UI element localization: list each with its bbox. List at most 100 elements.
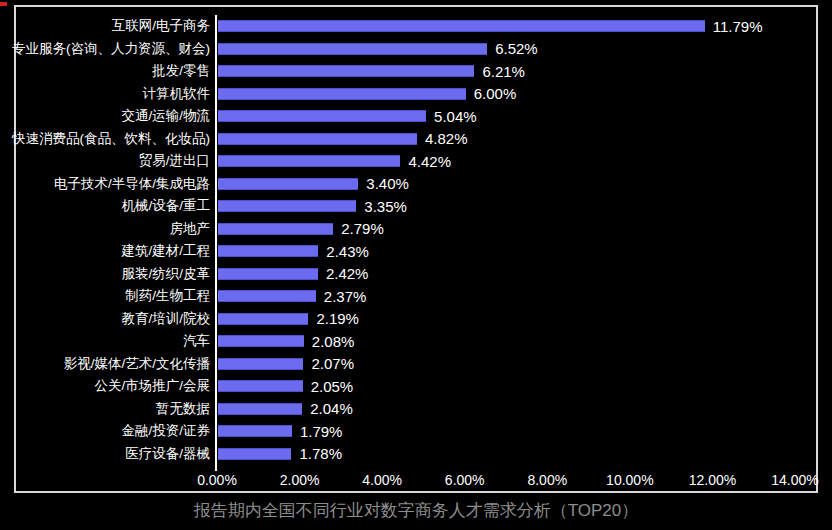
- value-label: 2.08%: [312, 333, 355, 350]
- category-label: 教育/培训/院校: [16, 310, 215, 328]
- bar: [218, 110, 426, 122]
- x-tick-label: 6.00%: [445, 472, 485, 488]
- bar: [218, 65, 474, 77]
- category-label: 批发/零售: [16, 62, 215, 80]
- bar: [218, 268, 318, 280]
- category-label-text: 金融/投资/证券: [121, 422, 210, 440]
- chart-row: 暂无数据2.04%: [16, 398, 816, 421]
- bar-track: 2.04%: [218, 403, 796, 415]
- value-label: 1.79%: [300, 423, 343, 440]
- bar: [218, 133, 417, 145]
- value-label: 4.82%: [425, 130, 468, 147]
- bar-track: 2.05%: [218, 380, 796, 392]
- x-tick-label: 0.00%: [197, 472, 237, 488]
- x-tick-label: 10.00%: [606, 472, 653, 488]
- bar: [218, 448, 291, 460]
- bar-track: 2.79%: [218, 223, 796, 235]
- category-label: 服装/纺织/皮革: [16, 265, 215, 283]
- category-label: 互联网/电子商务: [16, 17, 215, 35]
- category-label-text: 服装/纺织/皮革: [121, 265, 210, 283]
- bar-track: 2.42%: [218, 268, 796, 280]
- bar: [218, 335, 304, 347]
- value-label: 2.79%: [341, 220, 384, 237]
- value-label: 2.05%: [311, 378, 354, 395]
- corner-red-mark: [0, 2, 7, 6]
- category-label-text: 房地产: [170, 220, 211, 238]
- x-tick-label: 12.00%: [689, 472, 736, 488]
- category-label: 机械/设备/重工: [16, 197, 215, 215]
- category-label: 计算机软件: [16, 85, 215, 103]
- category-label: 贸易/进出口: [16, 152, 215, 170]
- category-label-text: 教育/培训/院校: [121, 310, 210, 328]
- category-label-text: 电子技术/半导体/集成电路: [54, 175, 210, 193]
- value-label: 4.42%: [408, 153, 451, 170]
- x-axis: 0.00%2.00%4.00%6.00%8.00%10.00%12.00%14.…: [217, 472, 795, 490]
- chart-row: 快速消费品(食品、饮料、化妆品) 4.82%: [16, 128, 816, 151]
- category-label: 快速消费品(食品、饮料、化妆品): [16, 130, 215, 148]
- category-label: 房地产: [16, 220, 215, 238]
- chart-row: 贸易/进出口 4.42%: [16, 150, 816, 173]
- category-label-text: 汽车: [183, 332, 210, 350]
- bar-track: 2.08%: [218, 335, 796, 347]
- chart-row: 电子技术/半导体/集成电路 3.40%: [16, 173, 816, 196]
- category-label: 汽车: [16, 332, 215, 350]
- chart-title: 报告期内全国不同行业对数字商务人才需求分析（TOP20）: [0, 499, 832, 522]
- value-label: 2.07%: [311, 355, 354, 372]
- category-label-text: 机械/设备/重工: [121, 197, 210, 215]
- x-tick-label: 4.00%: [362, 472, 402, 488]
- bar: [218, 358, 303, 370]
- bar: [218, 88, 466, 100]
- category-label-text: 公关/市场推广/会展: [94, 377, 210, 395]
- chart-row: 批发/零售6.21%: [16, 60, 816, 83]
- chart-row: 医疗设备/器械 1.78%: [16, 443, 816, 466]
- value-label: 6.52%: [495, 40, 538, 57]
- chart-row: 机械/设备/重工 3.35%: [16, 195, 816, 218]
- bar-track: 6.52%: [218, 43, 796, 55]
- chart-row: 公关/市场推广/会展 2.05%: [16, 375, 816, 398]
- value-label: 2.37%: [324, 288, 367, 305]
- chart-row: 计算机软件6.00%: [16, 83, 816, 106]
- bar: [218, 155, 400, 167]
- screenshot-root: { "title": "报告期内全国不同行业对数字商务人才需求分析（TOP20）…: [0, 0, 832, 530]
- category-label: 金融/投资/证券: [16, 422, 215, 440]
- x-tick-label: 14.00%: [771, 472, 818, 488]
- chart-row: 教育/培训/院校 2.19%: [16, 308, 816, 331]
- bar: [218, 200, 356, 212]
- x-tick-label: 2.00%: [280, 472, 320, 488]
- bar: [218, 380, 303, 392]
- value-label: 11.79%: [713, 18, 763, 35]
- chart-row: 交通/运输/物流5.04%: [16, 105, 816, 128]
- category-label-text: 制药/生物工程: [125, 287, 210, 305]
- category-label-text: 专业服务(咨询、人力资源、财会): [12, 40, 210, 58]
- bar-track: 3.40%: [218, 178, 796, 190]
- value-label: 2.43%: [326, 243, 369, 260]
- bar-track: 1.78%: [218, 448, 796, 460]
- chart-row: 服装/纺织/皮革 2.42%: [16, 263, 816, 286]
- category-label-text: 快速消费品(食品、饮料、化妆品): [12, 130, 210, 148]
- bar: [218, 403, 302, 415]
- bar-track: 2.37%: [218, 290, 796, 302]
- value-label: 1.78%: [299, 445, 342, 462]
- bar: [218, 20, 705, 32]
- chart-row: 专业服务(咨询、人力资源、财会) 6.52%: [16, 38, 816, 61]
- bar: [218, 223, 333, 235]
- bar: [218, 425, 292, 437]
- category-label: 医疗设备/器械: [16, 445, 215, 463]
- category-label: 建筑/建材/工程: [16, 242, 215, 260]
- category-label-text: 交通/运输/物流: [121, 107, 210, 125]
- bar-track: 6.00%: [218, 88, 796, 100]
- category-label: 暂无数据: [16, 400, 215, 418]
- value-label: 3.35%: [364, 198, 407, 215]
- chart-row: 制药/生物工程 2.37%: [16, 285, 816, 308]
- chart-row: 金融/投资/证券 1.79%: [16, 420, 816, 443]
- chart-row: 房地产 2.79%: [16, 218, 816, 241]
- category-label-text: 互联网/电子商务: [112, 17, 210, 35]
- chart-row: 影视/媒体/艺术/文化传播 2.07%: [16, 353, 816, 376]
- category-label: 专业服务(咨询、人力资源、财会): [16, 40, 215, 58]
- category-label: 影视/媒体/艺术/文化传播: [16, 355, 215, 373]
- y-axis-line: [215, 15, 217, 471]
- value-label: 2.19%: [316, 310, 359, 327]
- bar: [218, 178, 358, 190]
- value-label: 3.40%: [366, 175, 409, 192]
- bar: [218, 290, 316, 302]
